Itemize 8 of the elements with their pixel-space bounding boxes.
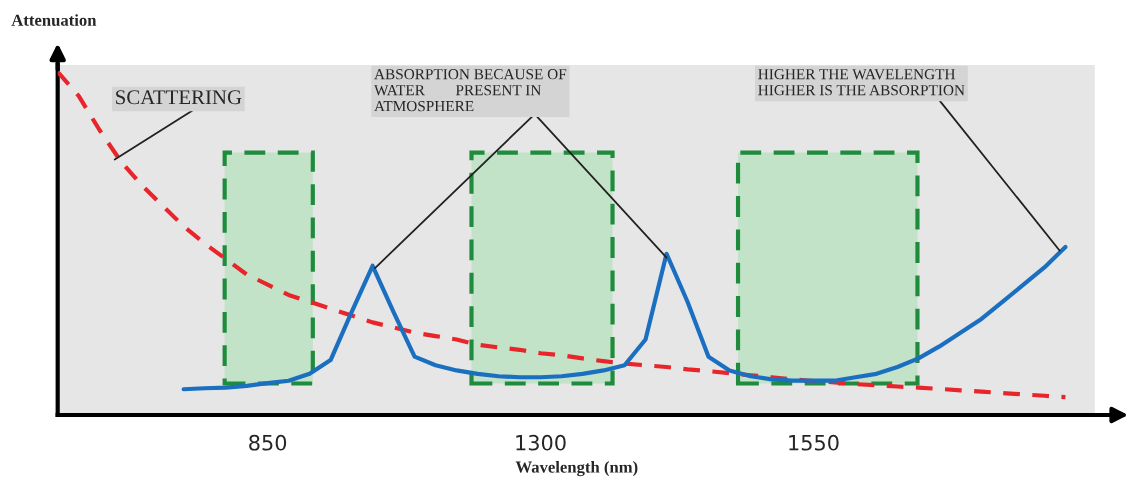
annotation: ABSORPTION BECAUSE OF WATER PRESENT IN ATMOSPHERE: [374, 69, 567, 112]
y-axis-title: Attenuation: [11, 14, 97, 26]
x-axis-title: Wavelength (nm): [515, 460, 638, 477]
annotation: SCATTERING: [116, 90, 242, 105]
x-tick-label: 850: [249, 434, 287, 451]
annotation: HIGHER THE WAVELENGTH HIGHER IS THE ABSORPTION: [758, 69, 965, 96]
x-tick-label: 1300: [516, 434, 566, 451]
x-tick-label: 1550: [789, 434, 839, 451]
